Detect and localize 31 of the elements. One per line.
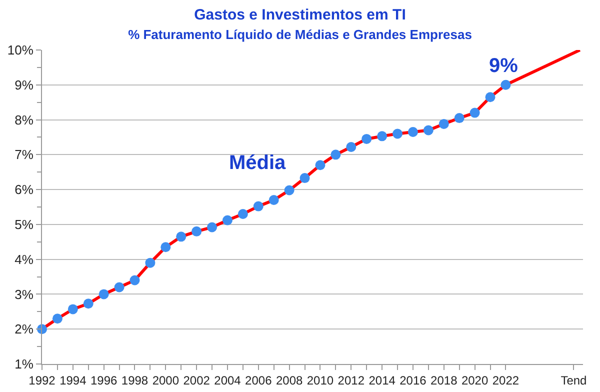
x-tick-label: Tend bbox=[560, 373, 587, 388]
x-tick-label: 1998 bbox=[121, 373, 148, 388]
x-tick-label: 2006 bbox=[245, 373, 272, 388]
annotation: Média bbox=[229, 152, 287, 174]
x-tick-label: 1992 bbox=[28, 373, 56, 388]
x-tick-label: 1994 bbox=[60, 373, 87, 388]
annotation: 9% bbox=[489, 55, 518, 77]
x-tick-label: 2022 bbox=[492, 373, 520, 388]
x-tick-label: 2000 bbox=[152, 373, 180, 388]
x-tick-label: 2010 bbox=[306, 373, 334, 388]
x-tick-label: 1996 bbox=[90, 373, 118, 388]
x-tick-label: 2020 bbox=[461, 373, 488, 388]
x-tick-label: 2002 bbox=[183, 373, 210, 388]
chart-subtitle: % Faturamento Líquido de Médias e Grandes Empresas bbox=[128, 27, 472, 42]
y-tick-label: 2% bbox=[14, 322, 34, 337]
y-tick-label: 1% bbox=[14, 356, 34, 372]
y-tick-label: 8% bbox=[14, 112, 34, 128]
y-tick-label: 4% bbox=[14, 252, 34, 267]
y-tick-label: 7% bbox=[14, 147, 34, 162]
chart-title: Gastos e Investimentos em TI bbox=[194, 6, 406, 24]
x-tick-label: 2012 bbox=[338, 373, 365, 388]
y-tick-label: 3% bbox=[14, 286, 34, 302]
y-tick-label: 9% bbox=[14, 77, 34, 92]
x-tick-label: 2018 bbox=[430, 373, 458, 388]
y-tick-label: 5% bbox=[14, 216, 34, 232]
y-tick-label: 10% bbox=[7, 42, 34, 58]
x-tick-label: 2004 bbox=[214, 373, 242, 388]
x-tick-label: 2008 bbox=[276, 373, 303, 388]
x-tick-label: 2016 bbox=[400, 373, 427, 388]
y-tick-label: 6% bbox=[14, 182, 34, 198]
x-tick-label: 2014 bbox=[368, 373, 396, 388]
